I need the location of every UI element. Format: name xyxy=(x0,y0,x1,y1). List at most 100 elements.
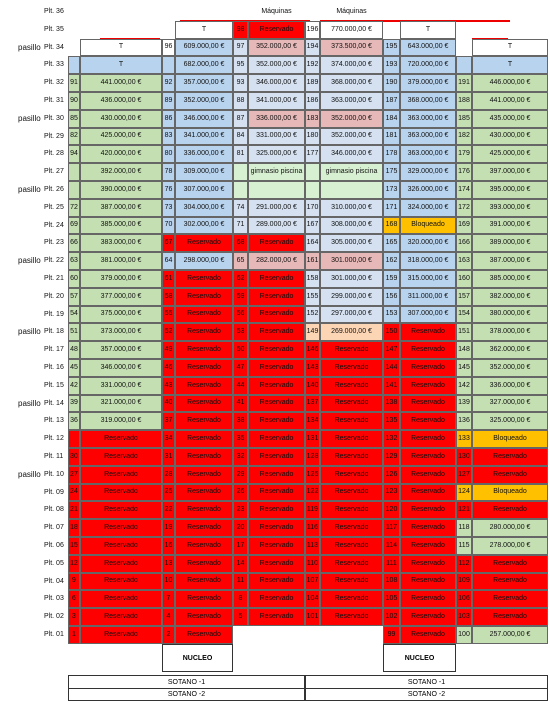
unit-number: 124 xyxy=(456,483,472,502)
unit-price: Reservado xyxy=(320,608,383,626)
unit-price: Reservado xyxy=(248,519,305,537)
unit-price: Reservado xyxy=(175,270,233,288)
unit-fill xyxy=(233,163,248,181)
unit-number: 73 xyxy=(162,198,175,217)
unit-price: gimnasio piscina xyxy=(320,163,383,181)
unit-number: 47 xyxy=(233,359,248,377)
unit-fill xyxy=(305,163,320,181)
unit-price: 390.000,00 € xyxy=(80,181,162,199)
unit-price: 341.000,00 € xyxy=(175,127,233,146)
unit-price: 309.000,00 € xyxy=(175,163,233,181)
unit-price: 308.000,00 € xyxy=(320,216,383,235)
unit-number: 150 xyxy=(383,323,400,342)
unit-number: 14 xyxy=(233,554,248,573)
unit-number: 36 xyxy=(68,412,80,431)
unit-number: 76 xyxy=(162,181,175,199)
unit-price: Reservado xyxy=(320,501,383,520)
unit-number: 113 xyxy=(305,537,320,555)
unit-price: 326.000,00 € xyxy=(400,181,456,199)
unit-price: Reservado xyxy=(248,287,305,306)
unit-price: Reservado xyxy=(80,430,162,448)
unit-number: 26 xyxy=(233,483,248,502)
unit-price: 336.000,00 € xyxy=(248,109,305,128)
unit-number: 88 xyxy=(233,92,248,110)
unit-number: 64 xyxy=(162,252,175,270)
unit-price: Reservado xyxy=(400,483,456,502)
unit-price: Reservado xyxy=(175,376,233,395)
unit-number: 183 xyxy=(305,109,320,128)
unit-price: Máquinas xyxy=(261,7,292,15)
unit-number: 27 xyxy=(68,465,80,484)
unit-number: 72 xyxy=(68,198,80,217)
unit-fill xyxy=(68,181,80,199)
unit-number: 109 xyxy=(456,572,472,591)
floor-label: Plt. 17 xyxy=(44,346,64,354)
unit-fill xyxy=(162,56,175,75)
unit-price: Reservado xyxy=(248,430,305,448)
unit-number: 1 xyxy=(68,626,80,644)
unit-number: 107 xyxy=(305,572,320,591)
core-box: NUCLEO xyxy=(383,644,456,672)
floor-label: Plt. 27 xyxy=(44,168,64,176)
unit-price: 363.000,00 € xyxy=(320,92,383,110)
unit-price: Bloqueado xyxy=(472,430,548,448)
unit-price: 331.000,00 € xyxy=(248,127,305,146)
unit-number: 101 xyxy=(305,608,320,626)
unit-number: 140 xyxy=(305,376,320,395)
unit-price: Reservado xyxy=(472,501,548,520)
unit-number: 195 xyxy=(383,38,400,57)
unit-number: 37 xyxy=(162,412,175,431)
unit-price: 352.000,00 € xyxy=(320,127,383,146)
unit-price: Reservado xyxy=(400,626,456,644)
unit-price: T xyxy=(175,20,233,39)
unit-price: 385.000,00 € xyxy=(80,216,162,235)
unit-number: 96 xyxy=(162,38,175,57)
unit-price: 327.000,00 € xyxy=(472,394,548,413)
unit-price: Reservado xyxy=(175,537,233,555)
unit-number: 168 xyxy=(383,216,400,235)
unit-price: Reservado xyxy=(248,341,305,359)
unit-price: Reservado xyxy=(320,537,383,555)
unit-price: 324.000,00 € xyxy=(400,198,456,217)
unit-price: Reservado xyxy=(248,501,305,520)
unit-number: 42 xyxy=(68,376,80,395)
unit-fill xyxy=(68,163,80,181)
unit-price: Reservado xyxy=(400,341,456,359)
unit-price: Reservado xyxy=(175,430,233,448)
aisle-label: pasillo xyxy=(18,256,41,266)
unit-number: 136 xyxy=(456,412,472,431)
unit-price: Reservado xyxy=(472,572,548,591)
unit-number: 98 xyxy=(233,20,248,39)
unit-number: 43 xyxy=(162,376,175,395)
unit-fill xyxy=(233,181,248,199)
unit-price: Reservado xyxy=(175,590,233,609)
unit-price: Reservado xyxy=(320,412,383,431)
unit-price: Reservado xyxy=(248,554,305,573)
unit-number: 80 xyxy=(162,145,175,164)
unit-number: 110 xyxy=(305,554,320,573)
unit-number: 112 xyxy=(456,554,472,573)
unit-number: 178 xyxy=(383,145,400,164)
unit-price: Reservado xyxy=(80,537,162,555)
unit-price: Reservado xyxy=(80,554,162,573)
unit-price: 304.000,00 € xyxy=(175,198,233,217)
unit-price: Reservado xyxy=(80,465,162,484)
floor-label: Plt. 14 xyxy=(44,399,64,407)
unit-number: 70 xyxy=(162,216,175,235)
unit-number: 176 xyxy=(456,163,472,181)
unit-number: 55 xyxy=(162,305,175,324)
unit-price: 373.000,00 € xyxy=(80,323,162,342)
unit-price: Reservado xyxy=(248,394,305,413)
unit-price: 346.000,00 € xyxy=(80,359,162,377)
unit-price: Reservado xyxy=(400,537,456,555)
unit-number: 160 xyxy=(456,270,472,288)
floor-label: Plt. 28 xyxy=(44,150,64,158)
unit-number: 48 xyxy=(68,341,80,359)
unit-number: 65 xyxy=(233,252,248,270)
unit-number: 152 xyxy=(305,305,320,324)
floor-label: Plt. 24 xyxy=(44,221,64,229)
unit-price: 298.000,00 € xyxy=(175,252,233,270)
unit-number: 9 xyxy=(68,572,80,591)
unit-price: 383.000,00 € xyxy=(80,234,162,253)
unit-number: 2 xyxy=(162,626,175,644)
